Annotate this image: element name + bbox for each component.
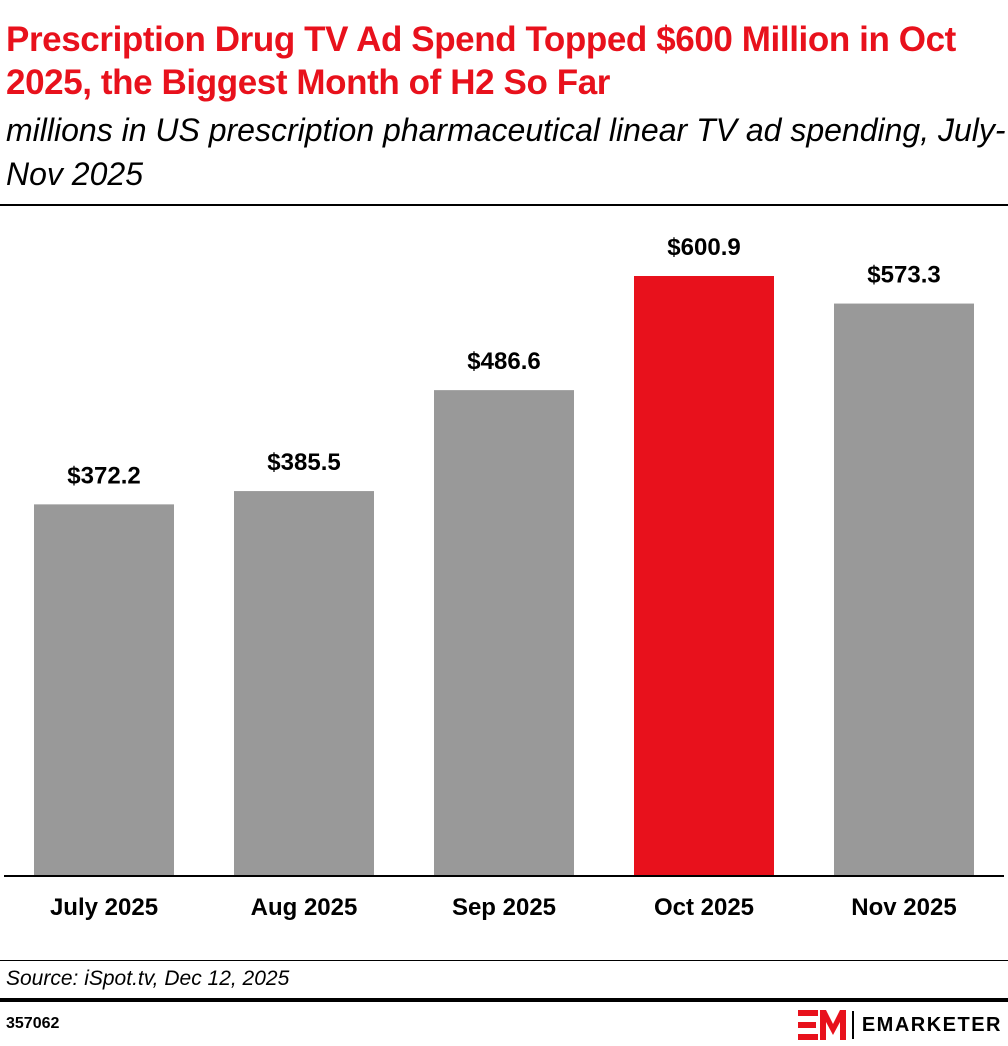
bar-group <box>34 276 974 876</box>
category-label: Nov 2025 <box>851 894 956 921</box>
value-label: $385.5 <box>267 449 340 476</box>
footer-divider <box>0 998 1008 1002</box>
value-label: $600.9 <box>667 234 740 261</box>
bar-oct-2025 <box>634 276 774 876</box>
category-label: Oct 2025 <box>654 894 754 921</box>
brand-separator <box>851 1011 854 1039</box>
value-label: $486.6 <box>467 348 540 375</box>
value-label: $573.3 <box>867 262 940 289</box>
bar-chart: $372.2 $385.5 $486.6 $600.9 $573.3 July 2025… <box>4 234 1004 921</box>
chart-title: Prescription Drug TV Ad Spend Topped $60… <box>6 20 956 102</box>
category-label-group: July 2025 Aug 2025 Sep 2025 Oct 2025 Nov 202… <box>50 894 957 921</box>
category-label: Sep 2025 <box>452 894 556 921</box>
bar-aug-2025 <box>234 491 374 876</box>
bar-sep-2025 <box>434 390 574 876</box>
source-divider <box>0 960 1008 961</box>
chart-id: 357062 <box>6 1015 60 1032</box>
category-label: July 2025 <box>50 894 158 921</box>
em-logo-icon <box>797 1010 846 1040</box>
category-label: Aug 2025 <box>251 894 358 921</box>
header-divider <box>0 204 1008 206</box>
value-label: $372.2 <box>67 462 140 489</box>
source-note: Source: iSpot.tv, Dec 12, 2025 <box>6 967 290 990</box>
bar-nov-2025 <box>834 303 974 876</box>
chart-subtitle: millions in US prescription pharmaceutic… <box>6 112 1006 192</box>
bar-july-2025 <box>34 504 174 876</box>
brand-mark: EMARKETER <box>797 1010 1002 1040</box>
value-label-group: $372.2 $385.5 $486.6 $600.9 $573.3 <box>67 234 940 489</box>
brand-name: EMARKETER <box>861 1013 1002 1036</box>
